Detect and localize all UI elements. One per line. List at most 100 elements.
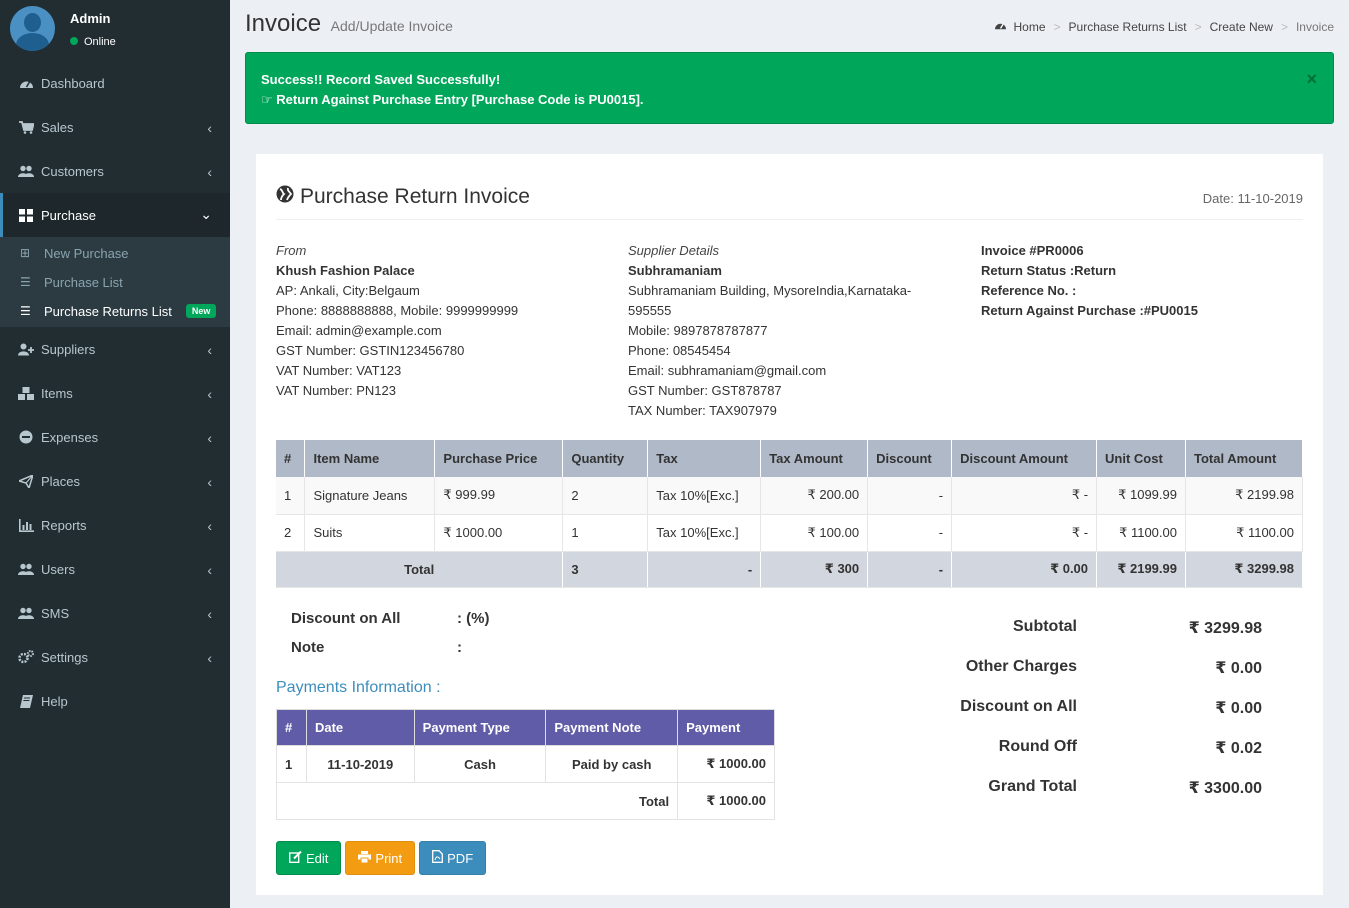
col-header: Tax xyxy=(647,440,762,477)
col-header: Discount xyxy=(867,440,953,477)
payments-total-label: Total xyxy=(275,782,679,820)
payments-table: # Date Payment Type Payment Note Payment… xyxy=(275,709,775,820)
sidebar-subitem-label: New Purchase xyxy=(44,245,129,261)
table-cell: ₹ 1099.99 xyxy=(1096,477,1186,515)
table-cell: 1 xyxy=(276,745,307,783)
invoice-meta-block: Invoice #PR0006 Return Status :Return Re… xyxy=(981,241,1198,321)
sidebar-item-places[interactable]: Places ‹ xyxy=(0,459,230,503)
pdf-button-label: PDF xyxy=(447,850,474,866)
cart-icon xyxy=(18,120,34,134)
sidebar-item-label: Suppliers xyxy=(41,341,96,357)
table-cell: ₹ - xyxy=(951,514,1098,552)
payments-header-row: # Date Payment Type Payment Note Payment xyxy=(276,709,775,746)
invoice-number: Invoice #PR0006 xyxy=(981,243,1084,258)
chevron-left-icon: ‹ xyxy=(207,474,212,490)
edit-button[interactable]: Edit xyxy=(276,841,342,875)
table-row: 1 11-10-2019 Cash Paid by cash ₹ 1000.00 xyxy=(276,745,775,783)
sidebar-item-purchase[interactable]: Purchase ⌄ xyxy=(0,193,230,237)
invoice-title: Purchase Return Invoice xyxy=(276,185,1303,209)
col-header: # xyxy=(276,440,306,477)
user-plus-icon xyxy=(18,342,34,356)
bar-chart-icon xyxy=(18,518,34,532)
sidebar-item-sms[interactable]: SMS ‹ xyxy=(0,591,230,635)
breadcrumb-separator: > xyxy=(1280,20,1288,34)
alert-message: Success!! Record Saved Successfully! xyxy=(261,72,501,87)
cubes-icon xyxy=(18,386,34,400)
col-header: Item Name xyxy=(304,440,436,477)
col-header: Payment Type xyxy=(413,709,547,746)
sidebar-item-settings[interactable]: Settings ‹ xyxy=(0,635,230,679)
payments-total-value: ₹ 1000.00 xyxy=(677,782,775,820)
minus-circle-icon xyxy=(18,430,34,444)
discount-row: Discount on All ₹ 0.00 xyxy=(916,698,1262,738)
breadcrumb-purchase-returns-list[interactable]: Purchase Returns List xyxy=(1068,20,1187,34)
totals-label: Grand Total xyxy=(988,778,1077,795)
invoice-title-text: Purchase Return Invoice xyxy=(300,185,530,208)
plus-square-icon: ⊞ xyxy=(20,246,31,260)
print-button[interactable]: Print xyxy=(345,841,416,875)
return-status: Return Status :Return xyxy=(981,263,1117,278)
sidebar-item-suppliers[interactable]: Suppliers ‹ xyxy=(0,327,230,371)
totals-value: ₹ 3300.00 xyxy=(1188,780,1262,797)
from-line: AP: Ankali, City:Belgaum xyxy=(276,283,420,298)
chevron-left-icon: ‹ xyxy=(207,562,212,578)
breadcrumb-home[interactable]: Home xyxy=(1013,20,1046,34)
totals-value: ₹ 0.00 xyxy=(1215,660,1262,677)
sidebar-item-label: Customers xyxy=(41,163,104,179)
users-icon xyxy=(18,562,34,576)
sidebar-item-label: Purchase xyxy=(41,207,96,223)
file-pdf-icon xyxy=(432,850,444,866)
totals-value: ₹ 0.02 xyxy=(1215,740,1262,757)
from-line: Phone: 8888888888, Mobile: 9999999999 xyxy=(276,303,519,318)
sidebar-item-users[interactable]: Users ‹ xyxy=(0,547,230,591)
sidebar-item-label: Settings xyxy=(41,649,88,665)
user-status: Online xyxy=(70,36,116,48)
chevron-left-icon: ‹ xyxy=(207,120,212,136)
edit-button-label: Edit xyxy=(306,850,329,866)
grid-icon xyxy=(18,208,34,222)
sidebar-subitem-purchase-returns-list[interactable]: ☰ Purchase Returns List New xyxy=(0,297,230,327)
table-cell: - xyxy=(867,477,953,515)
pdf-button[interactable]: PDF xyxy=(419,841,487,875)
table-cell: ₹ 2199.98 xyxy=(1185,477,1304,515)
alert-detail: ☞ Return Against Purchase Entry [Purchas… xyxy=(261,90,1318,110)
table-cell: 2 xyxy=(276,514,306,552)
sidebar-item-items[interactable]: Items ‹ xyxy=(0,371,230,415)
table-row: 1 Signature Jeans ₹ 999.99 2 Tax 10%[Exc… xyxy=(276,477,1304,515)
sidebar-item-dashboard[interactable]: Dashboard xyxy=(0,61,230,105)
table-cell: 1 xyxy=(562,514,649,552)
avatar[interactable] xyxy=(10,6,55,51)
supplier-line: 595555 xyxy=(628,303,672,318)
discount-on-all-value: : (%) xyxy=(457,610,490,627)
total-unit-cost: ₹ 2199.99 xyxy=(1096,551,1186,588)
from-name: Khush Fashion Palace xyxy=(276,263,415,278)
table-cell: Signature Jeans xyxy=(304,477,436,515)
close-icon[interactable]: × xyxy=(1306,69,1317,89)
table-cell: 2 xyxy=(562,477,649,515)
sidebar-item-help[interactable]: Help xyxy=(0,679,230,723)
sidebar-subitem-new-purchase[interactable]: ⊞ New Purchase xyxy=(0,237,230,267)
sidebar-item-label: Expenses xyxy=(41,429,99,445)
sidebar-item-customers[interactable]: Customers ‹ xyxy=(0,149,230,193)
user-name: Admin xyxy=(70,11,111,26)
reference-no: Reference No. : xyxy=(981,283,1077,298)
supplier-line: Subhramaniam Building, MysoreIndia,Karna… xyxy=(628,283,912,298)
action-buttons: Edit Print PDF xyxy=(276,841,490,875)
users-icon xyxy=(18,606,34,620)
totals-block: Subtotal ₹ 3299.98 Other Charges ₹ 0.00 Di… xyxy=(916,618,1262,818)
grand-total-row: Grand Total ₹ 3300.00 xyxy=(916,778,1262,818)
breadcrumb-create-new[interactable]: Create New xyxy=(1209,20,1273,34)
sidebar-item-label: SMS xyxy=(41,605,70,621)
table-cell: Tax 10%[Exc.] xyxy=(647,514,762,552)
user-status-label: Online xyxy=(84,36,116,48)
subtotal-row: Subtotal ₹ 3299.98 xyxy=(916,618,1262,658)
sidebar-item-sales[interactable]: Sales ‹ xyxy=(0,105,230,149)
table-cell: ₹ 200.00 xyxy=(760,477,869,515)
sidebar-subitem-purchase-list[interactable]: ☰ Purchase List xyxy=(0,267,230,297)
supplier-name: Subhramaniam xyxy=(628,263,722,278)
dashboard-icon xyxy=(994,20,1007,34)
sidebar-item-expenses[interactable]: Expenses ‹ xyxy=(0,415,230,459)
supplier-line: TAX Number: TAX907979 xyxy=(628,403,777,418)
sidebar-item-reports[interactable]: Reports ‹ xyxy=(0,503,230,547)
table-cell: ₹ 1000.00 xyxy=(434,514,564,552)
